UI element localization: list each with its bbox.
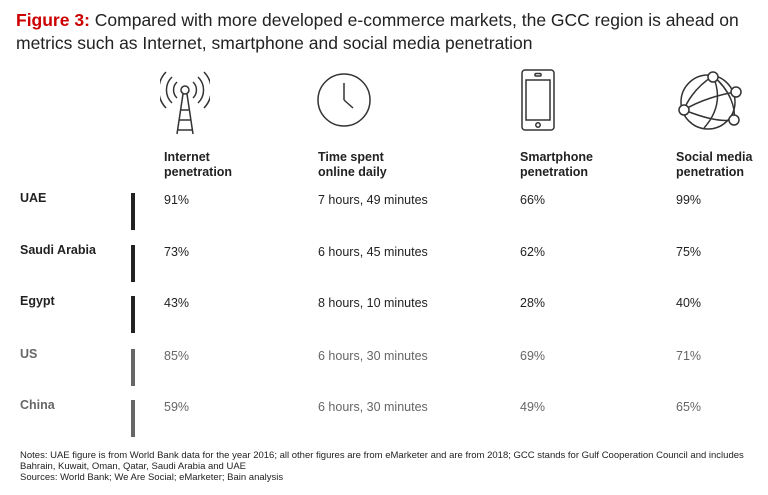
table-cell: 69% [520, 349, 546, 363]
notes-line-1: Notes: UAE figure is from World Bank dat… [20, 450, 744, 461]
row-marker-bar [131, 296, 135, 333]
table-cell: 73% [164, 245, 190, 259]
row-marker-bar [131, 193, 135, 230]
smartphone-icon [521, 69, 555, 131]
table-cell: 49% [520, 400, 546, 414]
figure-title: Figure 3: Compared with more developed e… [16, 9, 756, 55]
row-label-us: US [20, 347, 38, 361]
column-header-time-online: Time spent online daily [318, 150, 387, 179]
column-header-smartphone-penetration: Smartphone penetration [520, 150, 593, 179]
footnotes: Notes: UAE figure is from World Bank dat… [20, 450, 755, 483]
table-cell: 59% [164, 400, 190, 414]
table-cell: 91% [164, 193, 190, 207]
table-cell: 71% [676, 349, 702, 363]
table-cell: 40% [676, 296, 702, 310]
table-cell: 8 hours, 10 minutes [318, 296, 428, 310]
row-label-saudi-arabia: Saudi Arabia [20, 243, 96, 257]
table-cell: 85% [164, 349, 190, 363]
figure-title-text: Compared with more developed e-commerce … [16, 10, 739, 53]
table-cell: 62% [520, 245, 546, 259]
row-marker-bar [131, 349, 135, 386]
table-cell: 7 hours, 49 minutes [318, 193, 428, 207]
notes-line-2: Bahrain, Kuwait, Oman, Qatar, Saudi Arab… [20, 461, 247, 472]
table-cell: 6 hours, 30 minutes [318, 349, 428, 363]
table-cell: 28% [520, 296, 546, 310]
table-cell: 75% [676, 245, 702, 259]
table-cell: 66% [520, 193, 546, 207]
sources-line: Sources: World Bank; We Are Social; eMar… [20, 472, 284, 483]
row-marker-bar [131, 245, 135, 282]
table-cell: 99% [676, 193, 702, 207]
table-cell: 6 hours, 30 minutes [318, 400, 428, 414]
network-globe-icon [678, 71, 742, 130]
table-cell: 6 hours, 45 minutes [318, 245, 428, 259]
row-label-egypt: Egypt [20, 294, 55, 308]
row-label-china: China [20, 398, 55, 412]
table-cell: 43% [164, 296, 190, 310]
clock-icon [317, 73, 371, 127]
table-cell: 65% [676, 400, 702, 414]
figure-label: Figure 3: [16, 10, 90, 30]
column-header-internet-penetration: Internet penetration [164, 150, 233, 179]
row-label-uae: UAE [20, 191, 47, 205]
column-header-social-media-penetration: Social media penetration [676, 150, 753, 179]
radio-tower-icon [160, 71, 210, 135]
row-marker-bar [131, 400, 135, 437]
